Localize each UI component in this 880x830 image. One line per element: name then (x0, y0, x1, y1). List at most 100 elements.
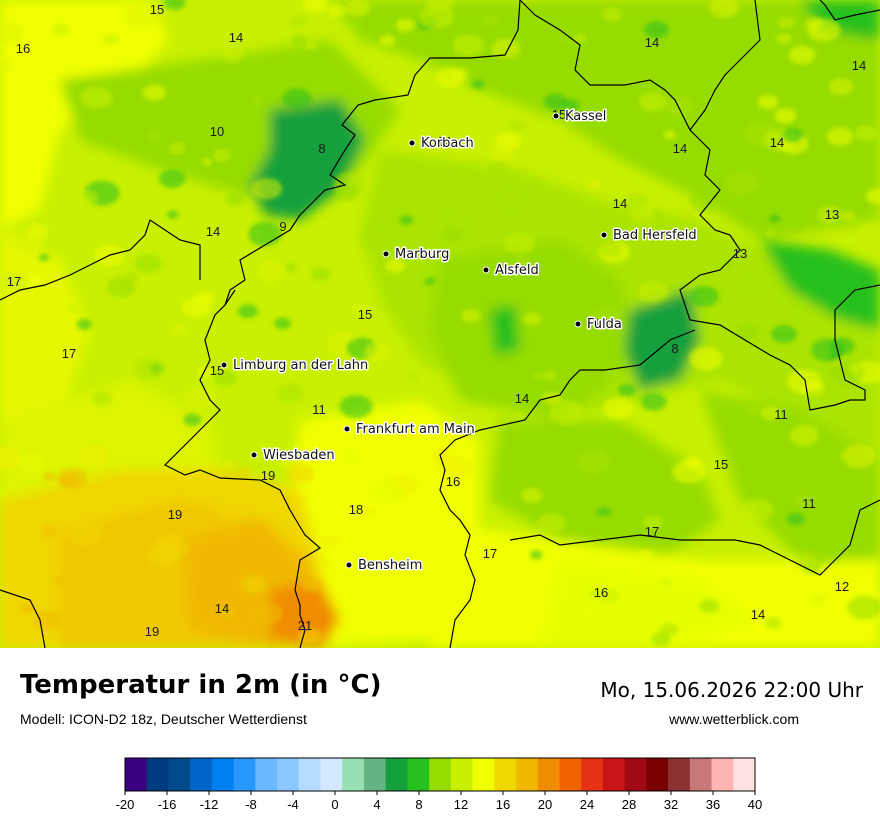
speckle (578, 40, 607, 60)
speckle (841, 444, 877, 469)
speckle (795, 314, 823, 334)
legend-tick-label: 12 (454, 797, 468, 812)
color-legend: -20 -16 -12 -8 -4 0 4 8 12 16 20 24 28 32 36 40 (116, 757, 762, 812)
speckle (863, 186, 872, 193)
speckle (849, 363, 861, 372)
speckle (58, 473, 79, 488)
speckle (142, 84, 166, 101)
speckle (562, 99, 580, 111)
temperature-value: 13 (825, 207, 839, 222)
legend-swatch (320, 758, 343, 791)
speckle (765, 125, 777, 133)
speckle (771, 325, 797, 343)
map-title: Temperatur in 2m (in °C) (20, 670, 382, 700)
speckle (8, 230, 44, 256)
speckle (542, 370, 557, 381)
city-dot (250, 451, 258, 459)
legend-swatch (363, 758, 387, 791)
city-label: Limburg an der Lahn (233, 358, 368, 373)
speckle (847, 595, 880, 620)
temperature-value: 14 (770, 135, 784, 150)
speckle (597, 507, 611, 517)
speckle (238, 304, 258, 319)
speckle (53, 575, 67, 586)
speckle (604, 368, 619, 379)
temperature-value: 11 (774, 407, 788, 422)
legend-swatch (233, 758, 256, 791)
footer: Temperatur in 2m (in °C) Modell: ICON-D2… (0, 648, 880, 830)
temperature-value: 17 (7, 274, 21, 289)
legend-swatch (646, 758, 669, 791)
speckle (323, 534, 342, 548)
speckle (251, 178, 283, 200)
temperature-value: 21 (298, 618, 312, 633)
city-dot (382, 250, 390, 258)
speckle (280, 460, 293, 468)
speckle (826, 127, 854, 146)
speckle (626, 193, 649, 210)
speckle (640, 392, 667, 411)
speckle (746, 405, 761, 415)
legend-swatch (733, 758, 756, 791)
speckle (170, 508, 196, 527)
city-dot (552, 112, 560, 120)
speckle (319, 559, 330, 568)
city-label: Bensheim (358, 558, 422, 573)
speckle (395, 18, 415, 32)
temperature-value: 14 (645, 35, 659, 50)
speckle (238, 502, 248, 510)
speckle (134, 254, 162, 274)
speckle (106, 277, 135, 298)
speckle (829, 359, 864, 384)
speckle (587, 179, 601, 190)
speckle (471, 79, 485, 90)
temperature-value: 17 (645, 524, 659, 539)
speckle (345, 0, 370, 17)
speckle (408, 373, 418, 380)
speckle (52, 23, 70, 36)
speckle (102, 33, 119, 46)
legend-tick-label: 4 (373, 797, 380, 812)
speckle (163, 0, 186, 10)
speckle (24, 274, 43, 288)
speckle (548, 400, 585, 425)
temperature-value: 15 (150, 2, 164, 17)
legend-tick-label: 40 (748, 797, 762, 812)
speckle (629, 205, 657, 225)
speckle (255, 260, 286, 282)
city-dot (220, 361, 228, 369)
speckle (383, 442, 409, 460)
speckle (140, 327, 149, 333)
legend-swatch (342, 758, 365, 791)
legend-frame (124, 757, 756, 792)
legend-swatch (125, 758, 148, 791)
legend-swatch (602, 758, 626, 791)
speckle (865, 188, 880, 205)
speckle (542, 391, 562, 405)
speckle (181, 296, 212, 318)
city-label: Marburg (395, 247, 449, 262)
temperature-value: 12 (835, 579, 849, 594)
speckle (0, 22, 25, 43)
speckle (617, 384, 636, 397)
speckle (543, 251, 557, 261)
speckle (303, 0, 329, 14)
city-dot (408, 139, 416, 147)
speckle (599, 514, 619, 529)
city-dot (482, 266, 490, 274)
speckle (17, 452, 46, 473)
speckle (528, 348, 539, 356)
speckle (869, 589, 879, 596)
speckle (19, 603, 35, 614)
speckle (602, 7, 622, 22)
legend-swatch (190, 758, 213, 791)
temperature-value: 10 (210, 124, 224, 139)
city-label: Alsfeld (495, 263, 539, 278)
speckle (786, 217, 806, 232)
speckle (42, 472, 56, 482)
speckle (804, 593, 813, 599)
website-link[interactable]: www.wetterblick.com (669, 711, 799, 727)
legend-tick-label: 20 (538, 797, 552, 812)
legend-tick-label: 0 (331, 797, 338, 812)
speckle (225, 193, 244, 207)
